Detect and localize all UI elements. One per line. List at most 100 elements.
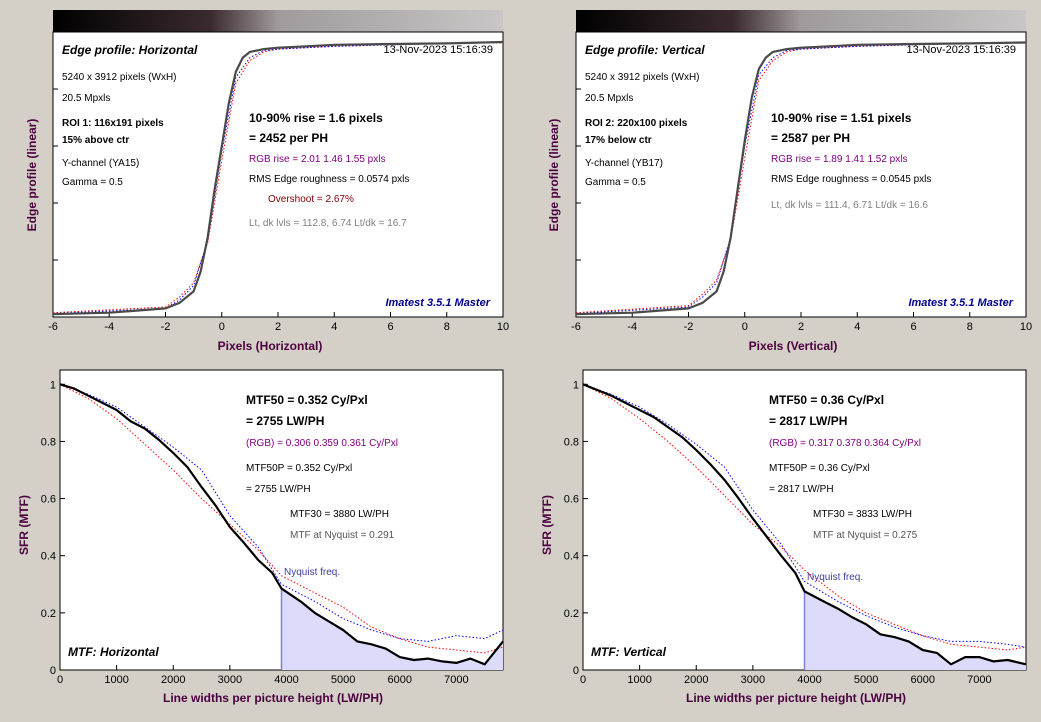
edge-series [575,41,1027,316]
rgb-rise: RGB rise = 1.89 1.41 1.52 pxls [771,154,907,165]
x-tick-label: -4 [104,321,114,333]
x-tick-label: 6 [910,321,916,333]
info-line: 15% above ctr [62,135,129,146]
y-axis-label: SFR (MTF) [540,495,554,555]
x-tick-label: 4 [854,321,860,333]
mtf-horizontal-panel: 0 1000 2000 3000 4000 5000 6000 7000 0 0.2 0.4 0.6 0… [17,369,504,705]
x-tick-label: 10 [1020,321,1032,333]
mtf50p: MTF50P = 0.36 Cy/Pxl [769,463,870,474]
timestamp: 13-Nov-2023 15:16:39 [907,44,1016,56]
x-tick-label: 1000 [627,674,651,686]
mtf50-result: MTF50 = 0.352 Cy/Pxl [246,393,368,407]
x-tick-label: 2000 [161,674,185,686]
x-tick-label: 8 [444,321,450,333]
x-tick-label: -4 [627,321,637,333]
y-tick-label: 1 [573,379,579,391]
x-tick-label: 0 [580,674,586,686]
info-line: 20.5 Mpxls [62,93,110,104]
series-b-line [575,42,1027,315]
rise-result: 10-90% rise = 1.6 pixels [249,111,383,125]
mtf50-lwph: = 2817 LW/PH [769,414,847,428]
x-tick-label: 3000 [741,674,765,686]
x-tick-label: -2 [684,321,694,333]
info-line: ROI 1: 116x191 pixels [62,118,164,129]
x-tick-label: 10 [497,321,509,333]
rise-per-ph: = 2452 per PH [249,131,328,145]
mtf-series [582,383,1027,666]
mtf50-lwph: = 2755 LW/PH [246,414,324,428]
y-axis-label: Edge profile (linear) [25,119,39,232]
overshoot: Overshoot = 2.67% [268,194,354,205]
info-line: Y-channel (YA15) [62,158,139,169]
mtf30: MTF30 = 3880 LW/PH [290,509,389,520]
x-tick-label: -6 [48,321,58,333]
info-line: Gamma = 0.5 [62,177,123,188]
x-tick-label: 4000 [797,674,821,686]
x-tick-label: 0 [742,321,748,333]
y-tick-label: 0.2 [41,608,56,620]
x-tick-label: 5000 [854,674,878,686]
y-axis-label: Edge profile (linear) [547,119,561,232]
mtf-series [59,383,504,666]
mtf50-rgb: (RGB) = 0.317 0.378 0.364 Cy/Pxl [769,438,921,449]
info-line: Y-channel (YB17) [585,158,663,169]
chart-title: Edge profile: Horizontal [62,43,198,57]
series-r-line [582,383,1027,651]
tick-labels: 0 1000 2000 3000 4000 5000 6000 7000 0 0.2 0.4 0.6 0… [41,379,469,686]
light-dark-levels: Lt, dk lvls = 112.8, 6.74 Lt/dk = 16.7 [249,218,407,229]
info-line: 5240 x 3912 pixels (WxH) [585,72,700,83]
mtf-vertical-panel: 0 1000 2000 3000 4000 5000 6000 7000 0 0.2 0.4 0.6 0… [540,369,1027,705]
edge-profile-vertical-panel: -6 -4 -2 0 2 4 6 8 10 Edge profile: Vertical 13-… [547,10,1032,353]
x-tick-label: 4 [331,321,337,333]
x-tick-label: -6 [571,321,581,333]
series-y-line [582,383,1027,666]
x-tick-label: 8 [967,321,973,333]
mtf50p-lwph: = 2755 LW/PH [246,484,311,495]
x-axis-label: Line widths per picture height (LW/PH) [163,691,383,705]
info-line: 5240 x 3912 pixels (WxH) [62,72,177,83]
x-tick-label: 0 [219,321,225,333]
y-tick-label: 0.8 [564,436,579,448]
nyquist-fill [803,591,1026,670]
x-tick-label: 0 [57,674,63,686]
info-line: 20.5 Mpxls [585,93,633,104]
x-tick-label: 7000 [444,674,468,686]
chart-title: MTF: Horizontal [68,645,159,659]
rise-per-ph: = 2587 per PH [771,131,850,145]
watermark: Imatest 3.5.1 Master [908,297,1013,309]
y-tick-label: 0.6 [564,494,579,506]
x-tick-labels: -6 -4 -2 0 2 4 6 8 10 [571,321,1032,333]
rgb-rise: RGB rise = 2.01 1.46 1.55 pxls [249,154,385,165]
x-tick-label: 4000 [274,674,298,686]
x-tick-label: 7000 [967,674,991,686]
mtf50-result: MTF50 = 0.36 Cy/Pxl [769,393,884,407]
edge-profile-horizontal-panel: -6 -4 -2 0 2 4 6 8 10 Edge profile: Horizontal 1… [25,10,509,353]
series-y-line [52,40,504,316]
chart-title: MTF: Vertical [591,645,667,659]
grid-lines [52,88,504,317]
x-axis-label: Line widths per picture height (LW/PH) [686,691,906,705]
plot-area [575,31,1027,318]
y-tick-label: 1 [50,379,56,391]
series-y-line [59,383,504,666]
x-tick-label: 2000 [684,674,708,686]
timestamp: 13-Nov-2023 15:16:39 [384,44,493,56]
y-tick-label: 0.2 [564,608,579,620]
mtf30: MTF30 = 3833 LW/PH [813,509,912,520]
x-tick-label: 6000 [387,674,411,686]
edge-roughness: RMS Edge roughness = 0.0545 pxls [771,174,931,185]
watermark: Imatest 3.5.1 Master [385,297,490,309]
x-tick-label: 2 [275,321,281,333]
x-tick-label: 6000 [910,674,934,686]
series-b-line [582,383,1027,648]
x-axis-label: Pixels (Horizontal) [218,339,323,353]
edge-strip [53,10,503,32]
edge-series [52,40,504,316]
x-axis-label: Pixels (Vertical) [749,339,838,353]
light-dark-levels: Lt, dk lvls = 111.4, 6.71 Lt/dk = 16.6 [771,200,928,211]
info-line: Gamma = 0.5 [585,177,646,188]
y-tick-label: 0.4 [41,551,56,563]
mtf50-rgb: (RGB) = 0.306 0.359 0.361 Cy/Pxl [246,438,398,449]
plot-area [52,31,504,318]
